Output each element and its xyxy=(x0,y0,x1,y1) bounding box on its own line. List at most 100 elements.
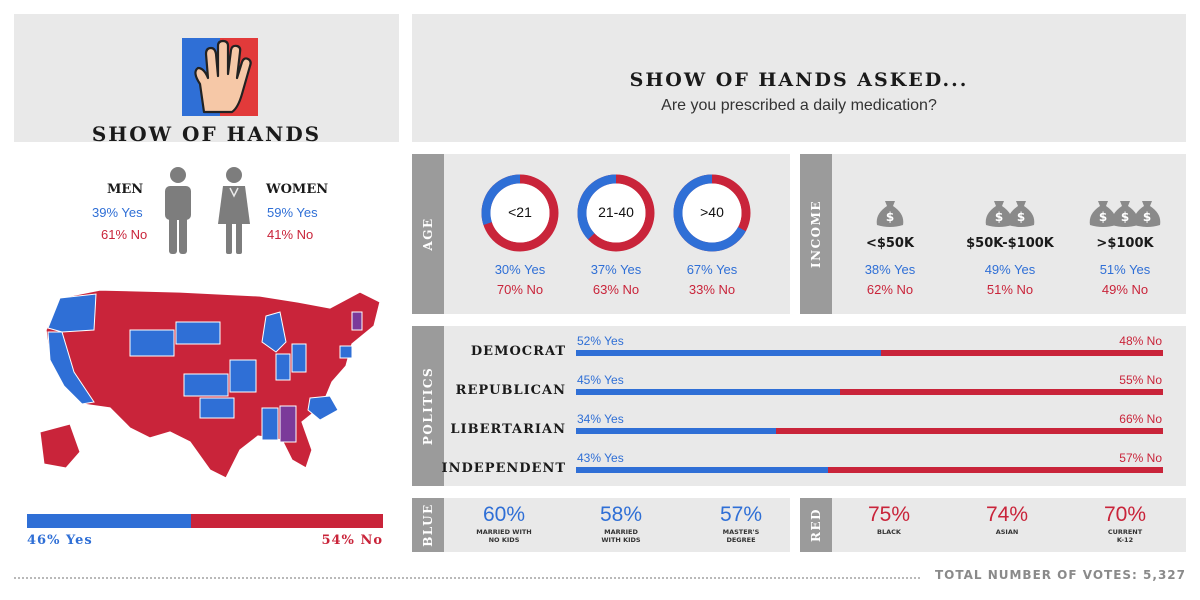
money-bag-icon: $ xyxy=(1133,201,1161,227)
blue-caption-line2: NO KIDS xyxy=(488,536,520,544)
age-donut-hole xyxy=(490,183,550,243)
svg-text:$: $ xyxy=(1121,210,1129,224)
logo-panel: SHOW OF HANDS xyxy=(14,14,399,146)
blue-pct: 57% xyxy=(719,503,763,526)
party-label: LIBERTARIAN xyxy=(450,422,566,437)
svg-text:$: $ xyxy=(1017,210,1025,224)
party-no-bar xyxy=(828,467,1163,473)
blue-caption-line2: DEGREE xyxy=(726,536,756,544)
income-group-label: <$50K xyxy=(865,236,915,251)
income-tab-label: INCOME xyxy=(809,199,823,269)
income-no: 62% No xyxy=(866,282,914,297)
men-yes: 39% Yes xyxy=(92,205,143,220)
red-tab: RED xyxy=(800,498,832,552)
age-donut-yes-arc xyxy=(577,174,655,252)
party-no-label: 55% No xyxy=(1119,373,1162,387)
question-title: SHOW OF HANDS ASKED... xyxy=(629,69,969,91)
age-group-label: >40 xyxy=(700,204,724,220)
us-states-map-icon xyxy=(39,289,381,479)
red-tab-label: RED xyxy=(809,507,823,543)
income-no: 49% No xyxy=(1101,282,1149,297)
question-header: SHOW OF HANDS ASKED... Are you prescribe… xyxy=(412,14,1186,142)
red-caption-line1: CURRENT xyxy=(1107,528,1143,536)
age-no: 63% No xyxy=(592,282,640,297)
party-yes-label: 34% Yes xyxy=(577,412,624,426)
money-bag-icon: $ xyxy=(876,201,904,227)
question-text: Are you prescribed a daily medication? xyxy=(661,97,937,114)
blue-caption-line1: MARRIED WITH xyxy=(476,528,532,536)
blue-panel xyxy=(412,498,790,552)
red-pct: 70% xyxy=(1103,503,1147,526)
party-yes-label: 43% Yes xyxy=(577,451,624,465)
party-bar xyxy=(576,467,1163,473)
age-group-label: <21 xyxy=(508,204,532,220)
raised-hand-logo-icon xyxy=(182,38,258,116)
blue-caption-line1: MASTER'S xyxy=(722,528,760,536)
party-bar xyxy=(576,428,1163,434)
party-no-bar xyxy=(775,428,1163,434)
age-no: 70% No xyxy=(496,282,544,297)
man-icon xyxy=(165,167,191,254)
red-caption-line1: ASIAN xyxy=(995,528,1019,536)
blue-caption: MARRIED WITH KIDS xyxy=(566,528,676,544)
money-bag-icon: $ xyxy=(1007,201,1035,227)
blue-pct: 60% xyxy=(482,503,526,526)
income-yes: 49% Yes xyxy=(984,262,1036,277)
red-caption: ASIAN xyxy=(952,528,1062,536)
politics-tab-label: POLITICS xyxy=(421,366,435,446)
brand-title: SHOW OF HANDS xyxy=(91,122,322,146)
blue-caption-line1: MARRIED xyxy=(604,528,638,536)
women-yes: 59% Yes xyxy=(267,205,318,220)
income-no: 51% No xyxy=(986,282,1034,297)
age-donut-hole xyxy=(586,183,646,243)
overall-yes-bar xyxy=(27,514,191,528)
party-no-bar xyxy=(840,389,1163,395)
red-pct: 75% xyxy=(867,503,911,526)
red-pct: 74% xyxy=(985,503,1029,526)
svg-text:$: $ xyxy=(1143,210,1151,224)
overall-no-label: 54% No xyxy=(321,533,383,548)
income-group-label: $50K-$100K xyxy=(966,236,1054,251)
party-label: INDEPENDENT xyxy=(441,461,566,476)
income-yes: 38% Yes xyxy=(864,262,916,277)
age-yes: 67% Yes xyxy=(686,262,738,277)
party-yes-bar xyxy=(576,467,829,473)
age-tab-label: AGE xyxy=(421,217,435,251)
income-panel xyxy=(800,154,1186,314)
money-bag-icon: $ xyxy=(1089,201,1117,227)
party-no-label: 48% No xyxy=(1119,334,1162,348)
party-bar xyxy=(576,350,1163,356)
age-no: 33% No xyxy=(688,282,736,297)
income-tab: INCOME xyxy=(800,154,832,314)
svg-text:$: $ xyxy=(1099,210,1107,224)
money-bag-icons: $ $ $ $ $ $ xyxy=(876,201,1161,227)
svg-text:$: $ xyxy=(995,210,1003,224)
age-tab: AGE xyxy=(412,154,444,314)
politics-tab: POLITICS xyxy=(412,326,444,486)
party-yes-label: 52% Yes xyxy=(577,334,624,348)
income-group-label: >$100K xyxy=(1096,236,1154,251)
party-bar xyxy=(576,389,1163,395)
age-donut-yes-arc xyxy=(673,174,751,252)
blue-tab: BLUE xyxy=(412,498,444,552)
women-no: 41% No xyxy=(267,227,314,242)
age-yes: 37% Yes xyxy=(590,262,642,277)
overall-no-bar xyxy=(190,514,383,528)
party-label: REPUBLICAN xyxy=(455,383,566,398)
blue-pct: 58% xyxy=(599,503,643,526)
age-donut-yes-arc xyxy=(481,174,559,252)
age-donut-hole xyxy=(682,183,742,243)
income-yes: 51% Yes xyxy=(1099,262,1151,277)
party-yes-label: 45% Yes xyxy=(577,373,624,387)
red-caption-line2: K-12 xyxy=(1116,536,1134,544)
party-yes-bar xyxy=(576,428,776,434)
age-donut-chart xyxy=(481,174,751,252)
women-label: WOMEN xyxy=(266,182,329,197)
red-caption: CURRENT K-12 xyxy=(1070,528,1180,544)
svg-text:$: $ xyxy=(886,210,894,224)
party-yes-bar xyxy=(576,350,882,356)
blue-caption: MASTER'S DEGREE xyxy=(686,528,796,544)
men-label: MEN xyxy=(107,182,144,197)
money-bag-icon: $ xyxy=(985,201,1013,227)
woman-icon xyxy=(218,167,250,254)
